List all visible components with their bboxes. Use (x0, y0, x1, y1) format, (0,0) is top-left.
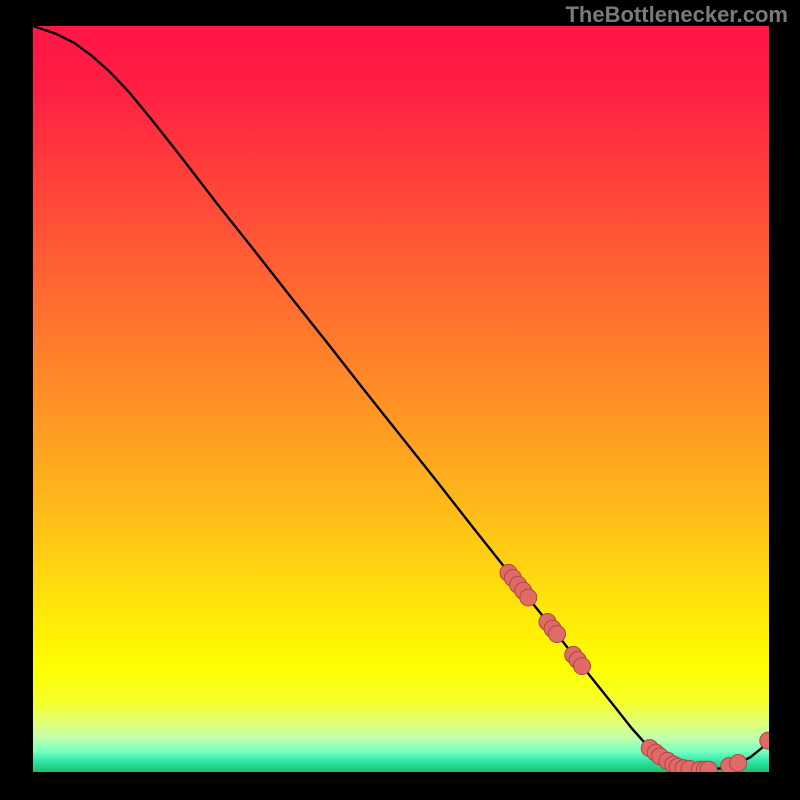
plot-area (33, 26, 777, 778)
watermark-text: TheBottlenecker.com (565, 2, 788, 28)
gradient-background (33, 26, 769, 772)
data-marker (549, 625, 566, 642)
data-marker (520, 589, 537, 606)
data-marker (574, 658, 591, 675)
data-marker (730, 755, 747, 772)
chart-container: TheBottlenecker.com (0, 0, 800, 800)
data-marker (700, 761, 717, 778)
bottleneck-curve-plot (0, 0, 800, 800)
data-marker (760, 732, 777, 749)
